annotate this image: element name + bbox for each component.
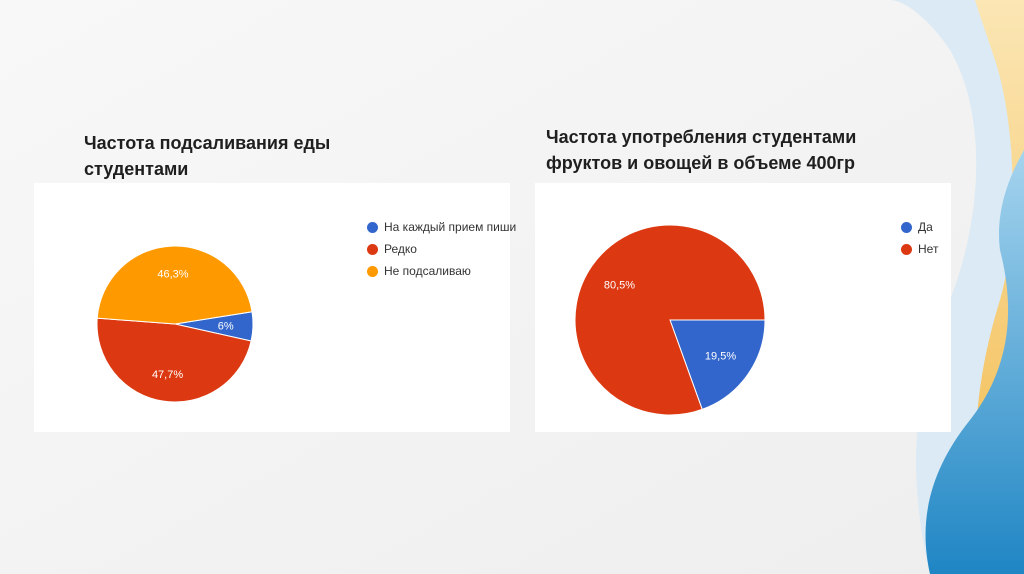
chart-panel-salting: 6% 47,7% 46,3% На каждый прием пиши Редко …: [34, 183, 516, 432]
legend-swatch: [367, 265, 378, 277]
legend-item: Да: [901, 216, 938, 238]
legend-swatch: [901, 221, 912, 233]
legend-label: Не подсаливаю: [384, 264, 471, 278]
decor-blue-wave: [925, 150, 1024, 574]
legend-label: Нет: [918, 242, 939, 256]
legend-swatch: [901, 243, 912, 255]
legend-swatch: [367, 243, 378, 255]
legend-item: Редко: [367, 238, 516, 260]
legend-item: Не подсаливаю: [367, 260, 516, 282]
chart-panel-fruits: 19,5% 80,5% Да Нет: [535, 183, 951, 432]
legend-item: Нет: [901, 238, 938, 260]
legend-item: На каждый прием пиши: [367, 216, 516, 238]
pie-chart-fruits: 19,5% 80,5%: [574, 224, 766, 416]
slice-label: 80,5%: [604, 279, 635, 291]
slice-label: 6%: [218, 321, 234, 333]
legend-label: На каждый прием пиши: [384, 220, 517, 234]
slice-label: 46,3%: [157, 268, 188, 280]
legend-fruits: Да Нет: [901, 216, 938, 260]
legend-salting: На каждый прием пиши Редко Не подсаливаю: [367, 216, 516, 282]
pie-chart-salting: 6% 47,7% 46,3%: [96, 245, 254, 403]
pie-slice: [96, 317, 252, 403]
pie-slice: [669, 319, 766, 411]
pie-slice: [574, 224, 766, 416]
legend-label: Редко: [384, 242, 417, 256]
pie-slice: [96, 245, 253, 325]
chart-title-salting: Частота подсаливания еды студентами: [84, 133, 331, 179]
slice-label: 47,7%: [152, 369, 183, 381]
chart-title-fruits: Частота употребления студентами фруктов …: [546, 127, 857, 173]
slice-label: 19,5%: [705, 351, 736, 363]
legend-label: Да: [918, 220, 933, 234]
legend-swatch: [367, 221, 378, 233]
